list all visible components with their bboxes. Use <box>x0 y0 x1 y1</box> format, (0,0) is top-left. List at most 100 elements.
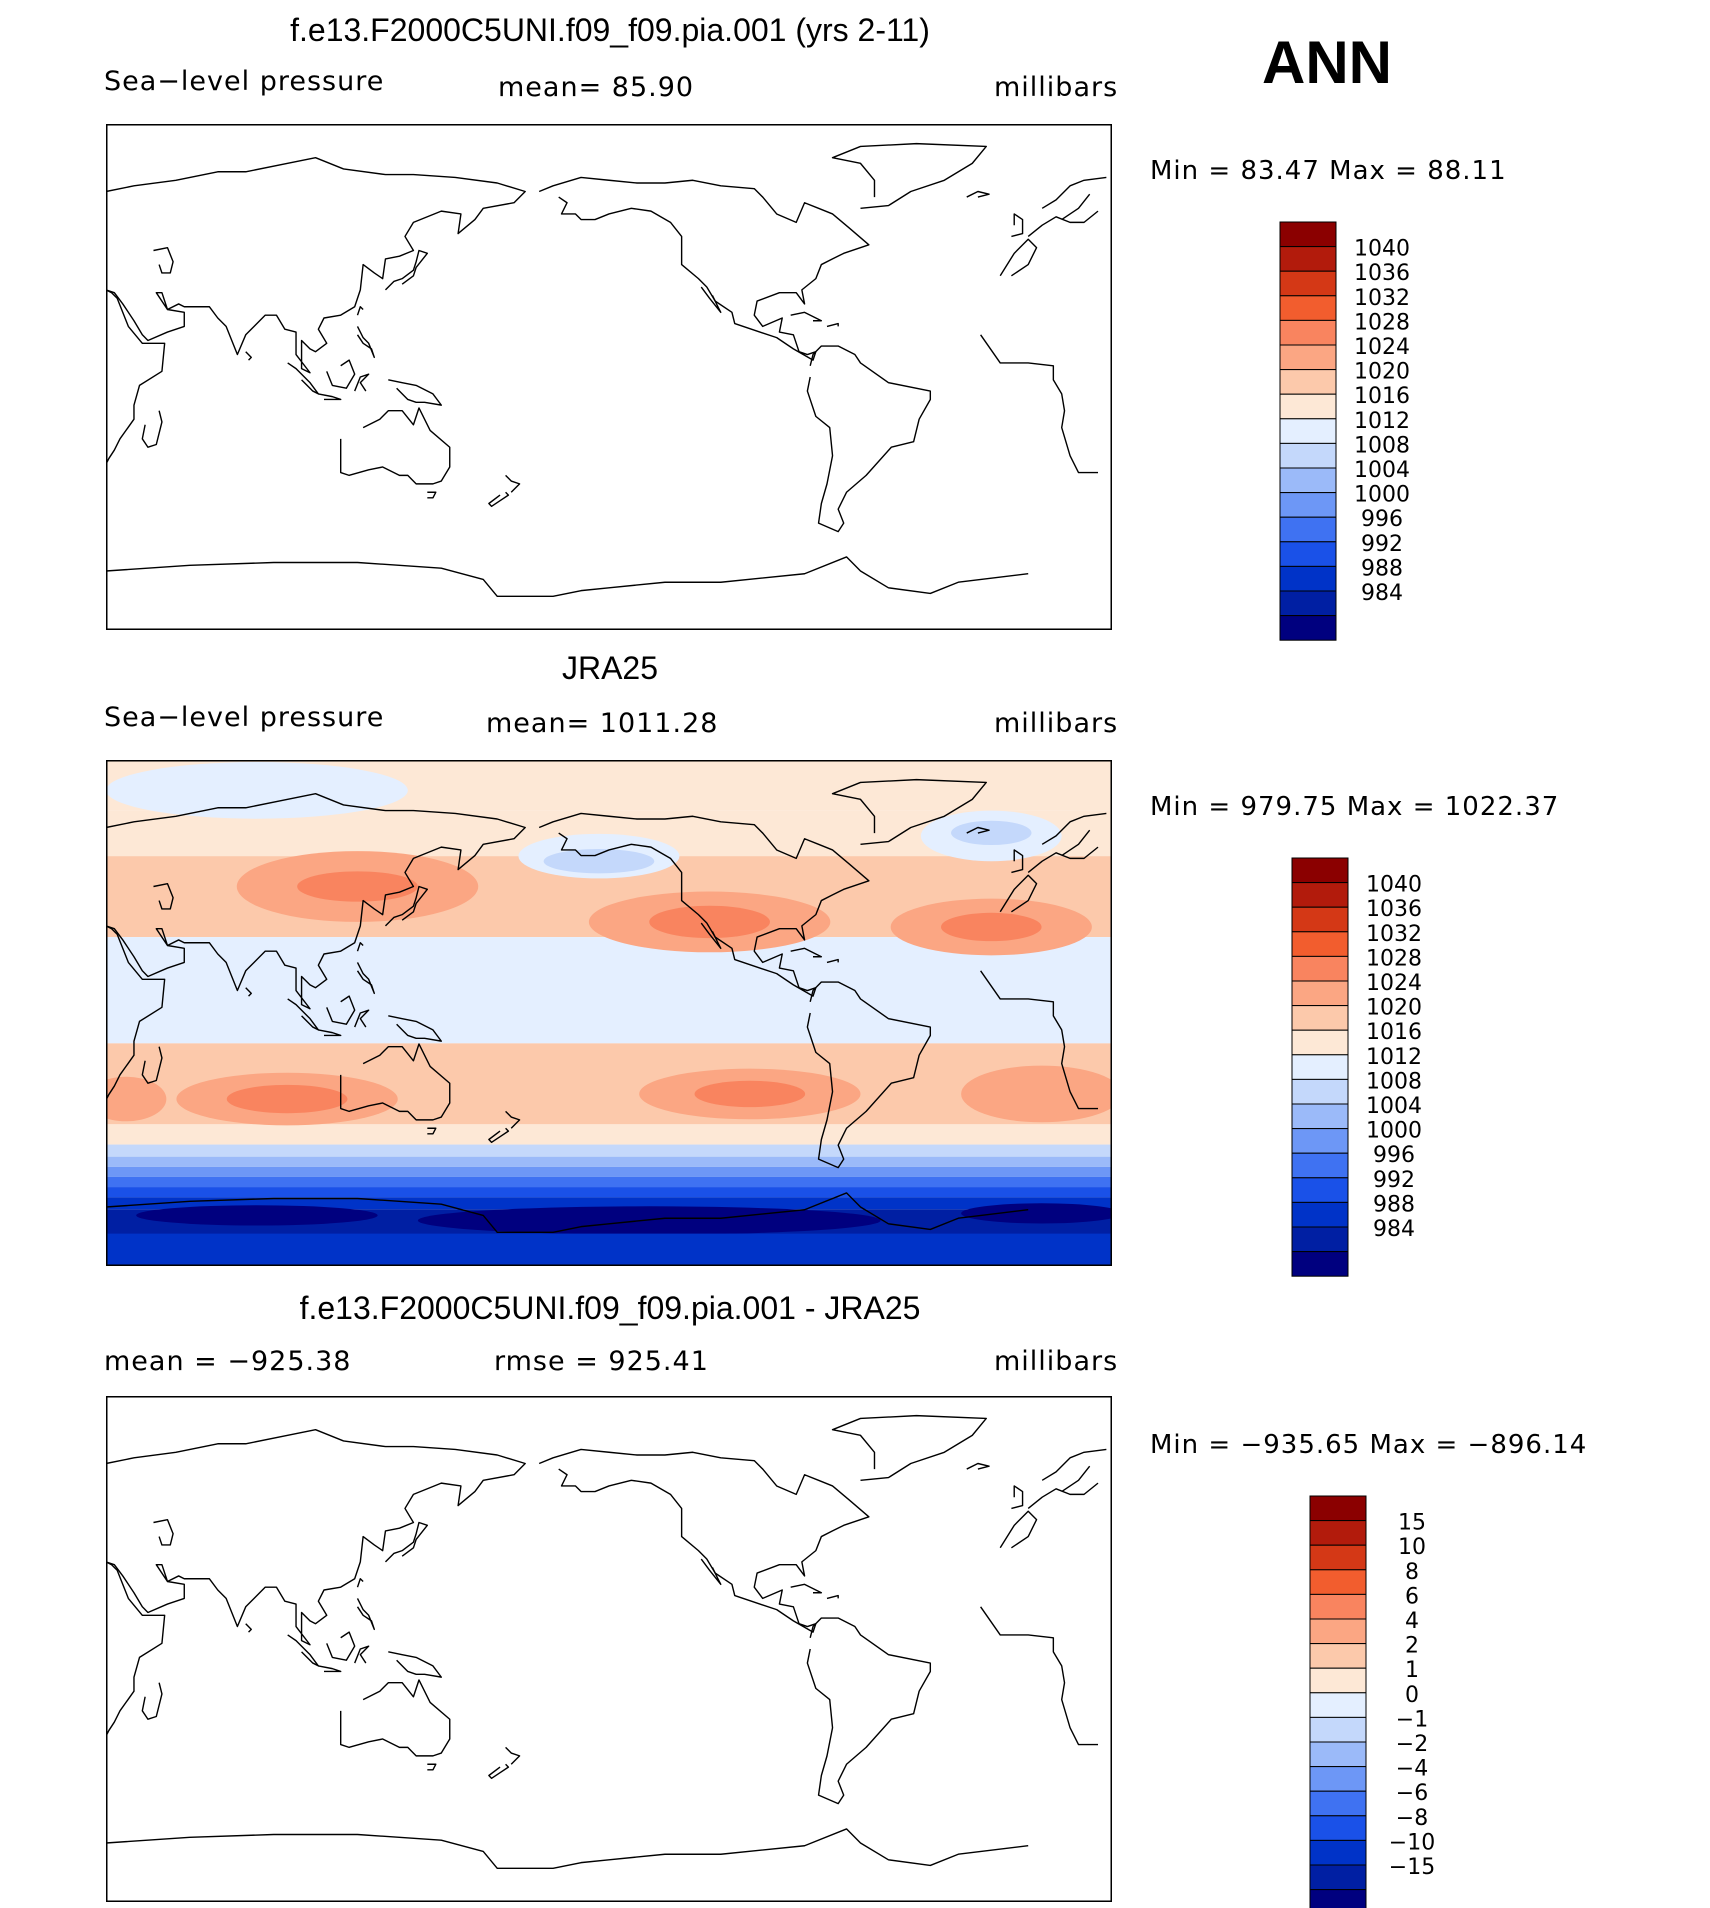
slp-band <box>106 1166 1112 1177</box>
colorbar-tick-label: 1032 <box>1354 286 1410 311</box>
season-label: ANN <box>1262 29 1392 96</box>
slp-low <box>951 820 1032 846</box>
coastline <box>790 311 823 322</box>
colorbar-tick-label: 10 <box>1398 1535 1426 1560</box>
coastline <box>538 176 870 361</box>
coastline <box>153 882 174 910</box>
panel-3-colorbar: 15 10 8 6 4 2 1 0 −1 −2 −4 −6 −8 −10 −15 <box>1309 1495 1510 1908</box>
colorbar-swatch <box>1309 1766 1367 1792</box>
colorbar-swatch <box>1291 906 1349 933</box>
colorbar-swatch <box>1279 615 1337 641</box>
coastline <box>1027 846 1099 873</box>
coastline <box>999 1510 1038 1549</box>
colorbar-tick-label: 1012 <box>1354 409 1410 434</box>
coastline <box>245 1623 252 1633</box>
slp-low <box>961 1203 1112 1224</box>
colorbar-tick-label: 1000 <box>1366 1119 1422 1144</box>
colorbar-swatch <box>1309 1864 1367 1891</box>
colorbar-tick-label: 1028 <box>1366 946 1422 971</box>
coastline <box>488 1127 510 1144</box>
coastline <box>980 1606 1099 1746</box>
coastline <box>356 1598 376 1631</box>
colorbar-swatch <box>1309 1716 1367 1743</box>
colorbar-tick-label: −2 <box>1396 1732 1428 1757</box>
panel-1-map-svg <box>106 124 1112 630</box>
colorbar-tick-label: 1020 <box>1354 360 1410 385</box>
coastline <box>1061 193 1091 221</box>
slp-band <box>106 1156 1112 1167</box>
slp-high <box>961 1065 1112 1123</box>
colorbar-swatch <box>1291 1152 1349 1179</box>
colorbar-swatch <box>1309 1520 1367 1546</box>
coastline <box>106 792 526 1010</box>
colorbar-tick-label: 1000 <box>1354 483 1410 508</box>
colorbar-tick-label: 984 <box>1373 1217 1415 1242</box>
colorbar-tick-label: 1004 <box>1354 458 1410 483</box>
colorbar-swatch <box>1291 1201 1349 1228</box>
colorbar-tick-label: 988 <box>1361 556 1403 581</box>
panel-3-minmax: Min = −935.65 Max = −896.14 <box>1150 1430 1588 1460</box>
coastline <box>388 1651 443 1678</box>
coastline <box>384 249 429 291</box>
slp-high <box>106 1076 167 1122</box>
panel-3-map <box>106 1396 1112 1902</box>
coastline <box>356 326 376 359</box>
slp-band <box>106 1187 1112 1198</box>
coastline <box>831 1414 987 1482</box>
colorbar-swatch <box>1291 857 1349 884</box>
coastline <box>505 474 521 493</box>
colorbar-swatch <box>1279 541 1337 567</box>
colorbar-tick-label: 1040 <box>1354 237 1410 262</box>
coastline <box>1011 1485 1024 1510</box>
colorbar-swatch <box>1309 1692 1367 1718</box>
coastline <box>153 246 174 274</box>
coastline <box>318 393 342 401</box>
coastline <box>326 1631 356 1661</box>
coastline <box>999 874 1038 913</box>
coastline <box>966 826 990 834</box>
panel-2-mean: mean= 1011.28 <box>486 708 719 739</box>
coastline <box>1041 176 1107 209</box>
coastline <box>356 942 364 952</box>
coastline <box>318 1665 342 1673</box>
panel-3-mean: mean = −925.38 <box>104 1346 352 1377</box>
coastline <box>826 322 839 328</box>
coastline <box>806 1617 932 1805</box>
slp-low <box>106 762 408 819</box>
coastline <box>980 970 1099 1110</box>
panel-2-colorbar: 1040 1036 1032 1028 1024 1020 1016 1012 1008 1004… <box>1291 857 1492 1277</box>
coastline <box>318 1029 342 1037</box>
coastline <box>354 1009 370 1028</box>
coastline <box>326 995 356 1025</box>
coastline <box>354 1645 370 1664</box>
slp-high <box>694 1080 806 1108</box>
colorbar-tick-label: −15 <box>1389 1855 1435 1880</box>
colorbar-swatch <box>1279 467 1337 494</box>
slp-band <box>106 1233 1112 1266</box>
colorbar-swatch <box>1309 1643 1367 1669</box>
colorbar-swatch <box>1309 1889 1367 1908</box>
panel-1-colorbar-svg: 1040103610321028102410201016101210081004… <box>1279 221 1410 641</box>
coastline <box>106 289 166 465</box>
coastline <box>356 306 364 316</box>
colorbar-swatch <box>1279 246 1337 272</box>
colorbar-swatch <box>1279 344 1337 371</box>
colorbar-tick-label: 1024 <box>1354 335 1410 360</box>
colorbar-tick-label: 0 <box>1405 1683 1419 1708</box>
slp-band <box>106 1144 1112 1157</box>
colorbar-swatch <box>1291 1078 1349 1105</box>
colorbar-swatch <box>1309 1495 1367 1522</box>
coastline <box>966 1462 990 1470</box>
slp-low <box>136 1205 378 1226</box>
coastline <box>427 1763 437 1771</box>
coastline <box>831 142 987 210</box>
coastline <box>384 1521 429 1563</box>
panel-1-mean: mean= 85.90 <box>498 72 695 103</box>
coastline <box>1011 849 1024 874</box>
colorbar-swatch <box>1309 1741 1367 1768</box>
colorbar-swatch <box>1291 1177 1349 1203</box>
colorbar-swatch <box>1279 516 1337 543</box>
coastline <box>790 1583 823 1594</box>
colorbar-swatch <box>1291 1029 1349 1056</box>
coastline <box>790 947 823 958</box>
